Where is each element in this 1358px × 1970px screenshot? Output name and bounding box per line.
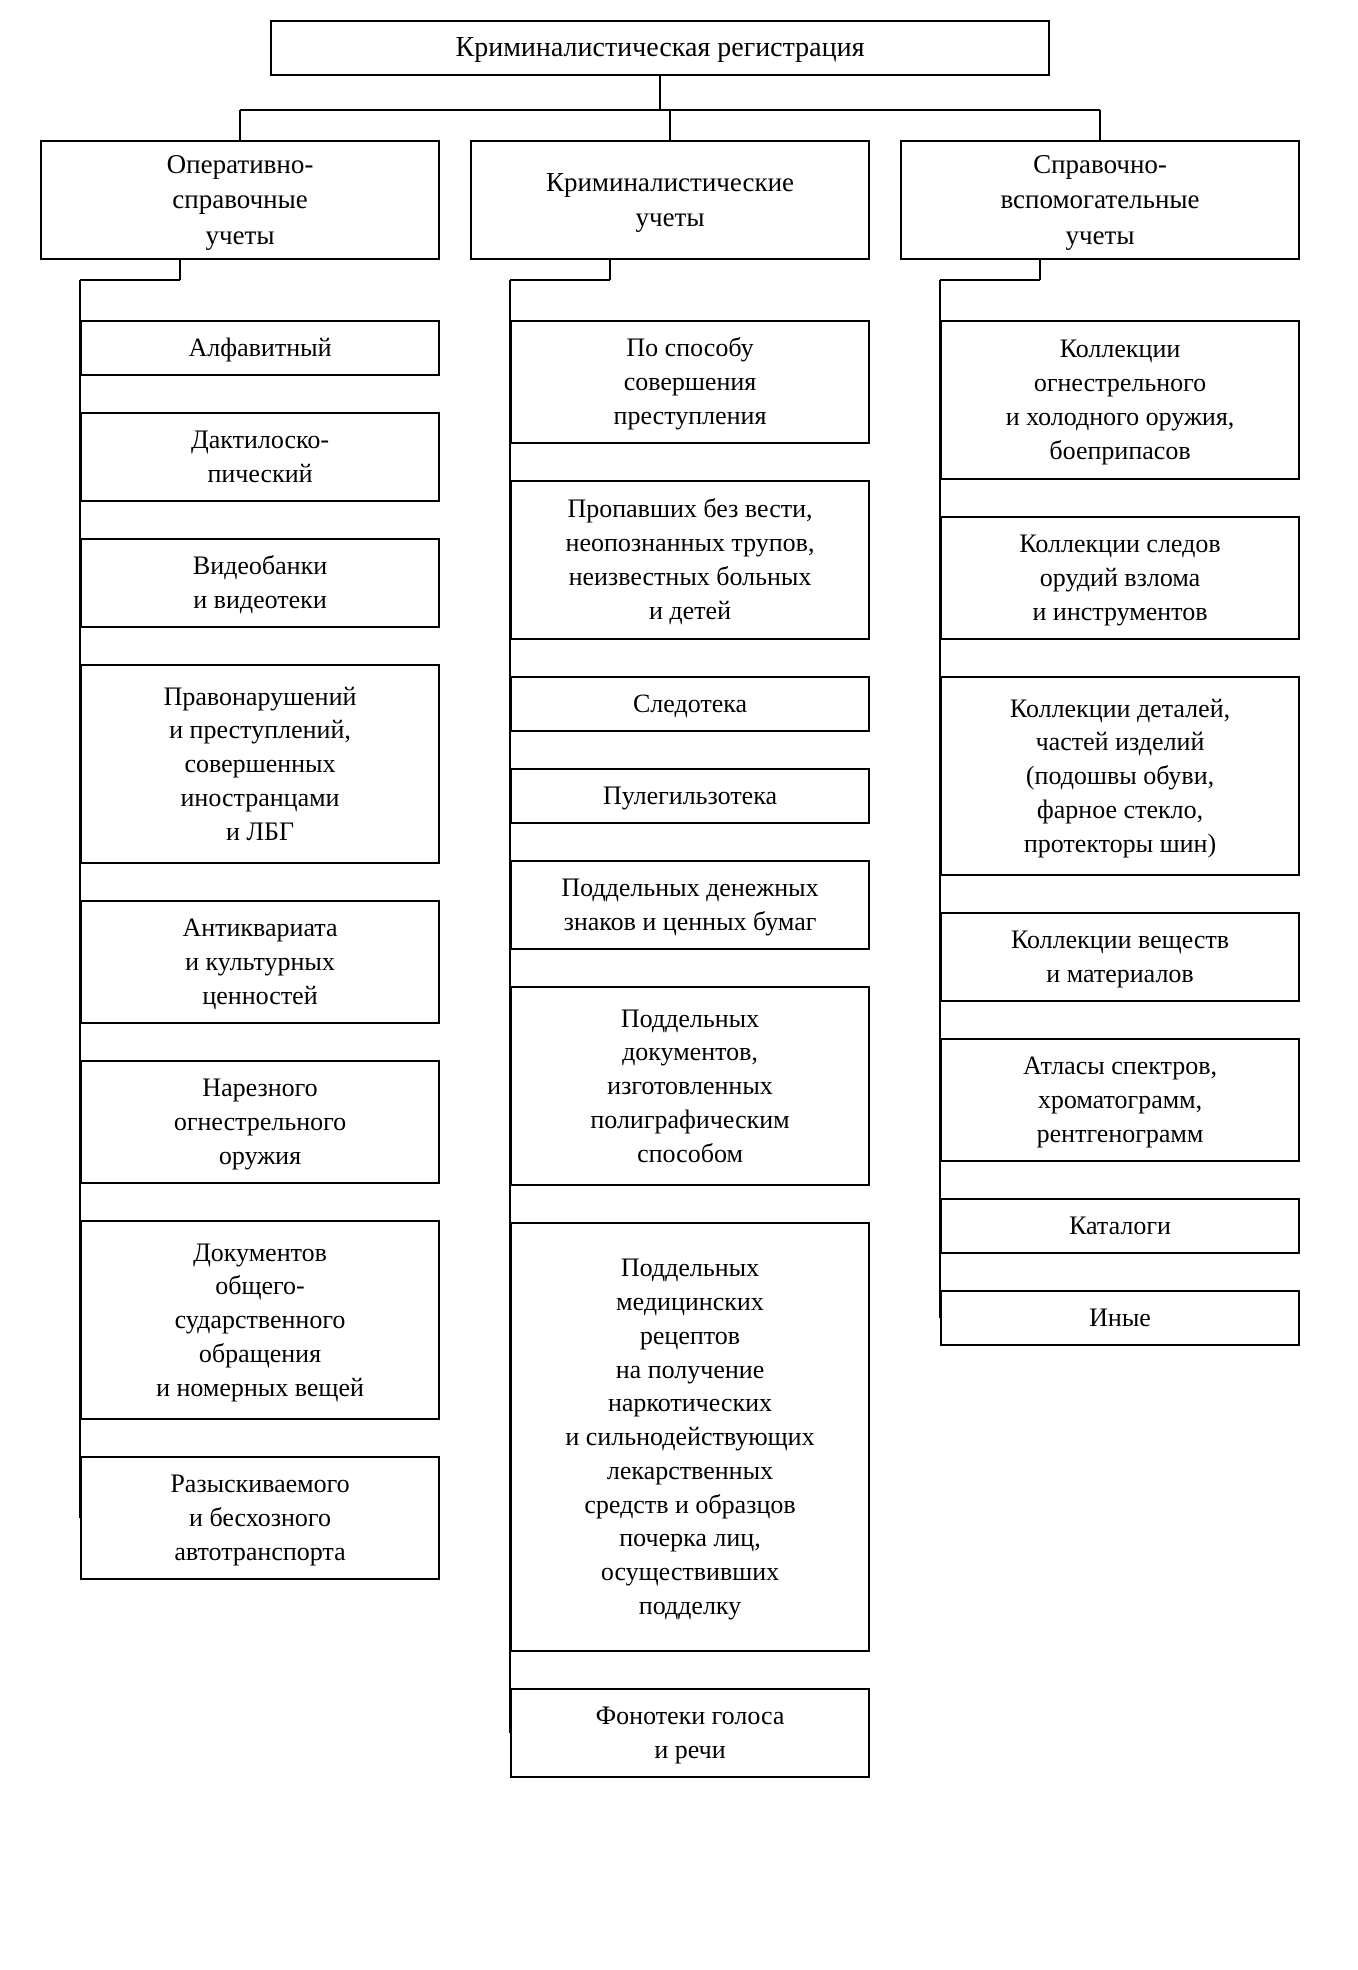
leaf-C-3: Коллекции веществ и материалов	[940, 912, 1300, 1002]
leaf-B-3: Пулегильзотека	[510, 768, 870, 824]
leaf-B-7: Фонотеки голоса и речи	[510, 1688, 870, 1778]
root-node: Криминалистическая регистрация	[270, 20, 1050, 76]
leaf-C-6: Иные	[940, 1290, 1300, 1346]
leaf-A-0: Алфавитный	[80, 320, 440, 376]
leaf-A-3: Правонарушений и преступлений, совершенн…	[80, 664, 440, 864]
leaf-B-6: Поддельных медицинских рецептов на получ…	[510, 1222, 870, 1652]
category-B: Криминалистические учеты	[470, 140, 870, 260]
leaf-B-0: По способу совершения преступления	[510, 320, 870, 444]
leaf-C-5: Каталоги	[940, 1198, 1300, 1254]
leaf-A-2: Видеобанки и видеотеки	[80, 538, 440, 628]
leaf-B-1: Пропавших без вести, неопознанных трупов…	[510, 480, 870, 640]
leaf-C-1: Коллекции следов орудий взлома и инструм…	[940, 516, 1300, 640]
leaf-A-4: Антиквариата и культурных ценностей	[80, 900, 440, 1024]
leaf-A-5: Нарезного огнестрельного оружия	[80, 1060, 440, 1184]
leaf-B-2: Следотека	[510, 676, 870, 732]
leaf-A-1: Дактилоско- пический	[80, 412, 440, 502]
leaf-C-2: Коллекции деталей, частей изделий (подош…	[940, 676, 1300, 876]
category-C: Справочно- вспомогательные учеты	[900, 140, 1300, 260]
leaf-A-6: Документов общего- сударственного обраще…	[80, 1220, 440, 1420]
leaf-B-4: Поддельных денежных знаков и ценных бума…	[510, 860, 870, 950]
category-A: Оперативно- справочные учеты	[40, 140, 440, 260]
leaf-C-0: Коллекции огнестрельного и холодного ору…	[940, 320, 1300, 480]
leaf-B-5: Поддельных документов, изготовленных пол…	[510, 986, 870, 1186]
leaf-A-7: Разыскиваемого и бесхозного автотранспор…	[80, 1456, 440, 1580]
leaf-C-4: Атласы спектров, хроматограмм, рентгеног…	[940, 1038, 1300, 1162]
